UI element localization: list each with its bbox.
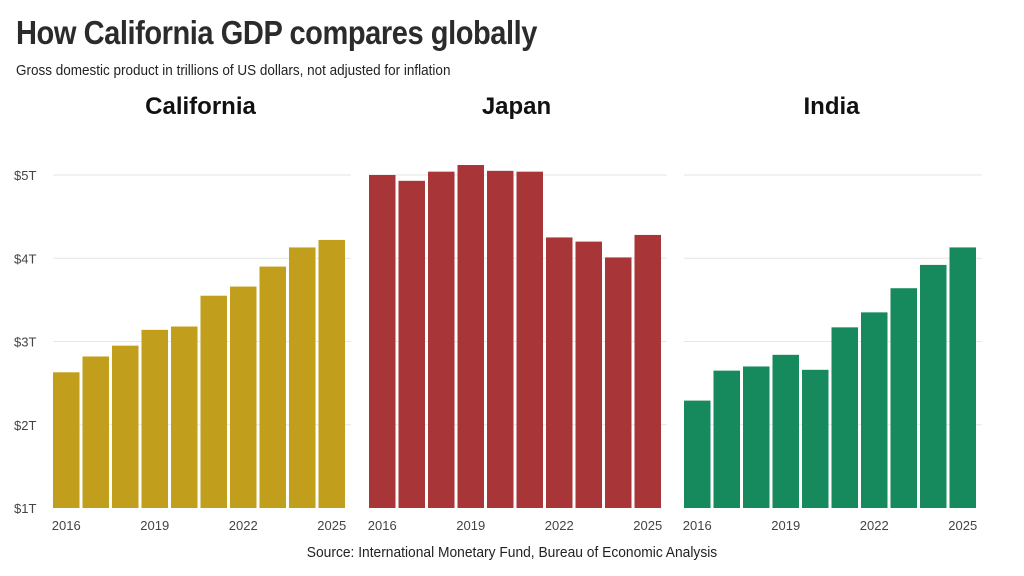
bar-japan-2018 bbox=[428, 171, 455, 509]
x-tick-label: 2022 bbox=[545, 518, 574, 533]
bar-india-2022 bbox=[861, 312, 888, 508]
x-tick-label: 2019 bbox=[140, 518, 169, 533]
bar-india-2025 bbox=[949, 247, 976, 509]
x-tick-label: 2019 bbox=[771, 518, 800, 533]
x-tick-label: 2019 bbox=[456, 518, 485, 533]
bar-california-2022 bbox=[230, 286, 257, 508]
y-tick-label: $2T bbox=[14, 418, 36, 433]
chart-subtitle: Gross domestic product in trillions of U… bbox=[16, 62, 451, 79]
panel-title: India bbox=[803, 93, 860, 120]
bar-california-2020 bbox=[171, 326, 198, 508]
bar-india-2021 bbox=[831, 327, 858, 508]
x-tick-label: 2025 bbox=[633, 518, 662, 533]
y-tick-label: $5T bbox=[14, 168, 36, 183]
bar-japan-2024 bbox=[605, 257, 632, 508]
bar-india-2019 bbox=[772, 354, 799, 508]
bar-japan-2016 bbox=[369, 175, 396, 508]
bar-india-2020 bbox=[802, 369, 829, 508]
bar-japan-2025 bbox=[634, 234, 661, 508]
bar-india-2023 bbox=[890, 288, 917, 508]
bar-india-2024 bbox=[920, 264, 947, 508]
x-tick-label: 2016 bbox=[683, 518, 712, 533]
bar-japan-2021 bbox=[516, 171, 543, 509]
bar-japan-2020 bbox=[487, 170, 514, 508]
bar-japan-2022 bbox=[546, 237, 573, 508]
x-tick-label: 2016 bbox=[368, 518, 397, 533]
bar-california-2019 bbox=[141, 329, 168, 508]
y-tick-label: $4T bbox=[14, 251, 36, 266]
chart-title: How California GDP compares globally bbox=[16, 14, 538, 51]
bar-japan-2023 bbox=[575, 241, 602, 508]
bar-california-2023 bbox=[259, 266, 286, 508]
bar-california-2016 bbox=[53, 372, 80, 508]
bar-california-2018 bbox=[112, 345, 139, 508]
bar-india-2018 bbox=[743, 366, 770, 508]
y-tick-label: $3T bbox=[14, 335, 36, 350]
x-tick-label: 2016 bbox=[52, 518, 81, 533]
bar-california-2021 bbox=[200, 295, 227, 508]
bar-india-2016 bbox=[684, 400, 711, 508]
bar-japan-2019 bbox=[457, 165, 484, 508]
bar-california-2024 bbox=[289, 247, 316, 509]
source-note: Source: International Monetary Fund, Bur… bbox=[306, 544, 718, 561]
x-tick-label: 2025 bbox=[317, 518, 346, 533]
bar-india-2017 bbox=[713, 370, 740, 508]
x-tick-label: 2022 bbox=[860, 518, 889, 533]
bar-california-2025 bbox=[318, 239, 345, 508]
bar-california-2017 bbox=[82, 356, 109, 508]
x-tick-label: 2022 bbox=[229, 518, 258, 533]
x-tick-label: 2025 bbox=[948, 518, 977, 533]
y-tick-label: $1T bbox=[14, 501, 36, 516]
panel-title: California bbox=[145, 93, 256, 120]
panel-title: Japan bbox=[482, 93, 551, 120]
bar-japan-2017 bbox=[398, 180, 425, 508]
